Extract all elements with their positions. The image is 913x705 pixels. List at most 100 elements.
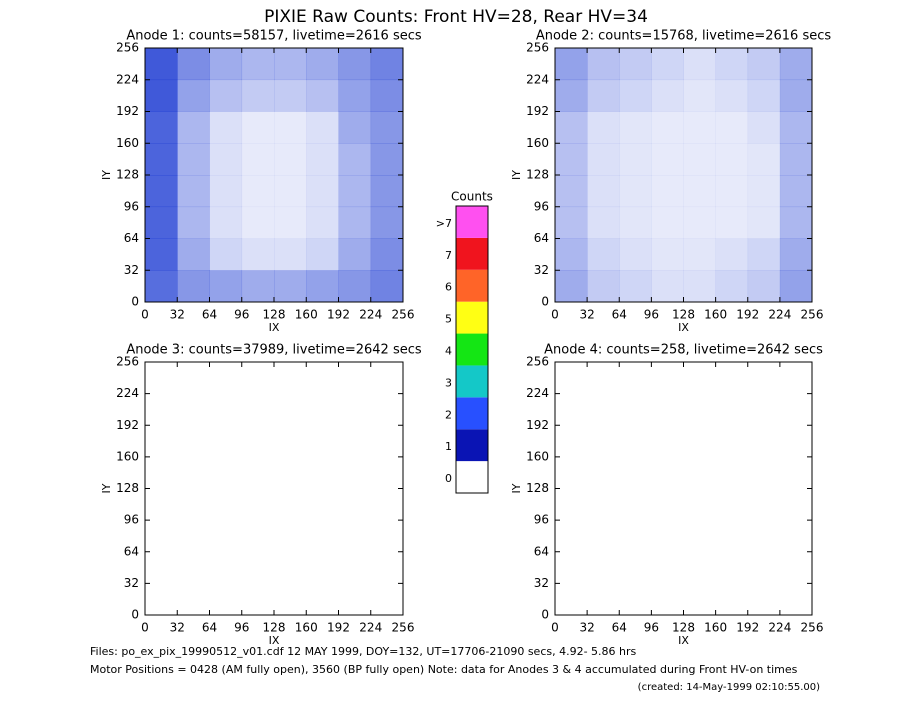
x-tick-label: 256	[801, 621, 824, 635]
heatmap-cell	[779, 143, 813, 176]
heatmap-cell	[209, 111, 243, 144]
y-tick-label: 160	[116, 136, 139, 150]
heatmap-cell	[651, 79, 684, 112]
y-tick-label: 160	[116, 449, 139, 463]
colorbar-label: 4	[445, 345, 452, 358]
y-tick-label: 96	[124, 199, 139, 213]
y-tick-label: 96	[534, 513, 549, 527]
colorbar-title: Counts	[451, 190, 493, 204]
heatmap-cell	[241, 238, 275, 271]
heatmap-cell	[371, 394, 404, 426]
colorbar-swatch	[456, 301, 488, 334]
y-tick-label: 96	[124, 513, 139, 527]
heatmap-cell	[748, 394, 780, 426]
heatmap-cell	[683, 175, 716, 208]
y-tick-label: 64	[124, 544, 139, 558]
heatmap-cell	[306, 270, 339, 303]
heatmap-cell	[684, 489, 716, 521]
heatmap-cell	[209, 206, 243, 239]
heatmap-cell	[210, 583, 243, 615]
heatmap-cell	[619, 79, 652, 112]
heatmap-cell	[306, 394, 339, 426]
heatmap-cell	[177, 238, 210, 271]
heatmap-cell	[779, 238, 813, 271]
heatmap-cell	[716, 583, 748, 615]
y-axis-label: IY	[100, 170, 113, 180]
y-tick-label: 128	[116, 481, 139, 495]
heatmap-cell	[651, 48, 684, 81]
heatmap-cell	[241, 175, 275, 208]
heatmap-cell	[619, 457, 651, 489]
heatmap-cell	[619, 552, 651, 584]
y-tick-label: 192	[116, 104, 139, 118]
y-tick-label: 160	[526, 449, 549, 463]
colorbar-swatch	[456, 206, 488, 238]
heatmap-cell	[274, 552, 307, 584]
heatmap-cell	[651, 457, 683, 489]
y-tick-label: 96	[534, 199, 549, 213]
colorbar-label: 2	[445, 408, 452, 421]
heatmap-cell	[587, 111, 620, 144]
heatmap-cell	[651, 206, 684, 239]
y-tick-label: 32	[534, 576, 549, 590]
heatmap-cell	[684, 425, 716, 457]
heatmap-cell	[145, 143, 178, 176]
heatmap-cell	[145, 270, 178, 303]
heatmap-cell	[209, 270, 243, 303]
heatmap-cell	[339, 552, 372, 584]
heatmap-cell	[274, 143, 307, 176]
y-tick-label: 192	[116, 418, 139, 432]
heatmap-cell	[619, 270, 652, 303]
colorbar-label: 5	[445, 313, 452, 326]
heatmap-cell	[748, 552, 780, 584]
heatmap-cell	[587, 175, 620, 208]
colorbar-label: 3	[445, 376, 452, 389]
heatmap-cell	[651, 143, 684, 176]
heatmap-cell	[306, 206, 339, 239]
heatmap-cell	[145, 362, 178, 394]
y-tick-label: 64	[534, 544, 549, 558]
heatmap-cell	[748, 583, 780, 615]
heatmap-cell	[747, 238, 781, 271]
colorbar-swatch	[456, 461, 488, 493]
heatmap-cell	[371, 520, 404, 552]
heatmap-cell	[338, 270, 372, 303]
heatmap-cell	[177, 583, 210, 615]
y-tick-label: 256	[526, 355, 549, 369]
heatmap-cell	[555, 238, 588, 271]
heatmap-cell	[274, 206, 307, 239]
x-tick-label: 64	[202, 308, 217, 322]
y-tick-label: 256	[116, 41, 139, 55]
heatmap-cell	[748, 362, 780, 394]
heatmap-cell	[587, 394, 619, 426]
heatmap-cell	[370, 270, 404, 303]
heatmap-cell	[306, 362, 339, 394]
x-tick-label: 96	[644, 308, 659, 322]
heatmap-cell	[587, 270, 620, 303]
heatmap-cell	[651, 238, 684, 271]
heatmap-cell	[242, 362, 275, 394]
x-tick-label: 192	[327, 621, 350, 635]
heatmap-cell	[651, 425, 683, 457]
colorbar-swatch	[456, 365, 488, 398]
y-tick-label: 32	[534, 263, 549, 277]
heatmap-cell	[587, 143, 620, 176]
heatmap-cell	[651, 552, 683, 584]
heatmap-cell	[274, 79, 307, 112]
heatmap-cell	[619, 394, 651, 426]
heatmap-cell	[684, 394, 716, 426]
y-axis-label: IY	[100, 483, 113, 493]
heatmap-cell	[177, 394, 210, 426]
heatmap-cell	[242, 520, 275, 552]
x-tick-label: 128	[263, 621, 286, 635]
heatmap-cell	[306, 238, 339, 271]
heatmap-cell	[371, 457, 404, 489]
heatmap-cell	[651, 111, 684, 144]
heatmap-cell	[306, 552, 339, 584]
heatmap-cell	[716, 520, 748, 552]
heatmap-cell	[651, 270, 684, 303]
heatmap-cell	[241, 143, 275, 176]
heatmap-cell	[306, 79, 339, 112]
heatmap-cell	[747, 206, 781, 239]
